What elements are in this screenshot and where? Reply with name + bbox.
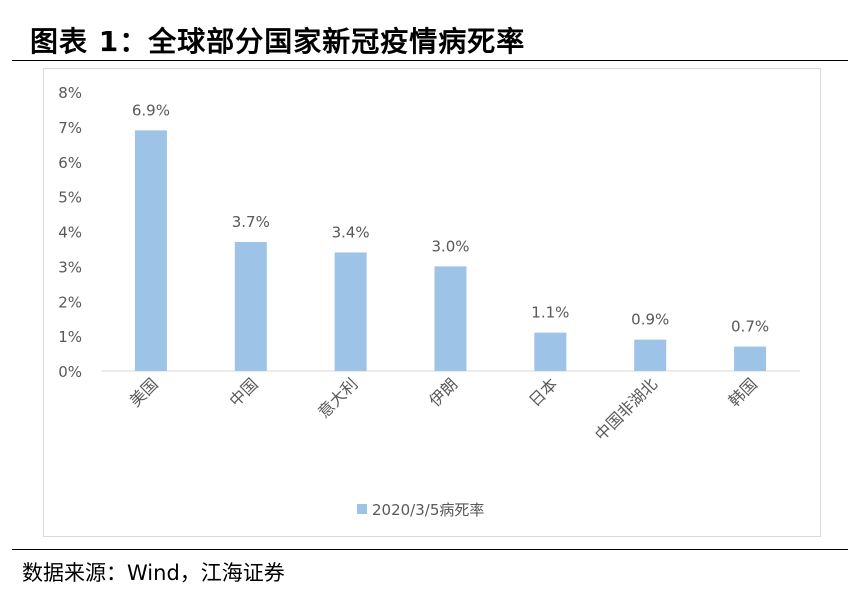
data-label: 3.0%	[431, 237, 469, 255]
y-tick-label: 2%	[58, 293, 82, 311]
y-tick-label: 1%	[58, 328, 82, 346]
y-tick-label: 3%	[58, 258, 82, 276]
x-tick-label: 日本	[525, 374, 561, 410]
data-label: 0.9%	[631, 311, 669, 329]
x-tick-label: 伊朗	[425, 374, 461, 410]
x-tick-label: 中国	[226, 374, 262, 410]
bar	[134, 130, 167, 371]
data-label: 1.1%	[531, 304, 569, 322]
bar	[334, 252, 367, 371]
x-tick-label: 美国	[126, 374, 162, 410]
page-title: 图表 1：全球部分国家新冠疫情病死率	[30, 25, 526, 58]
bar	[234, 241, 267, 371]
bar	[434, 266, 467, 371]
legend-swatch	[357, 504, 367, 514]
bar	[734, 346, 767, 371]
y-tick-label: 6%	[58, 154, 82, 172]
data-label: 3.7%	[232, 213, 270, 231]
x-tick-label: 意大利	[314, 374, 361, 421]
bar	[534, 332, 567, 371]
y-tick-label: 8%	[58, 84, 82, 102]
legend-label: 2020/3/5病死率	[372, 501, 484, 519]
data-label: 6.9%	[132, 101, 170, 119]
x-tick-label: 韩国	[725, 374, 761, 410]
data-source: 数据来源：Wind，江海证券	[22, 561, 285, 585]
y-tick-label: 0%	[58, 363, 82, 381]
x-tick-label: 中国非湖北	[591, 374, 661, 444]
y-tick-label: 5%	[58, 189, 82, 207]
data-label: 3.4%	[332, 223, 370, 241]
y-tick-label: 7%	[58, 119, 82, 137]
y-tick-label: 4%	[58, 224, 82, 242]
title-divider	[12, 60, 848, 61]
data-label: 0.7%	[731, 318, 769, 336]
bar	[634, 339, 667, 371]
footer-divider	[12, 549, 848, 550]
chart-frame	[43, 68, 821, 537]
